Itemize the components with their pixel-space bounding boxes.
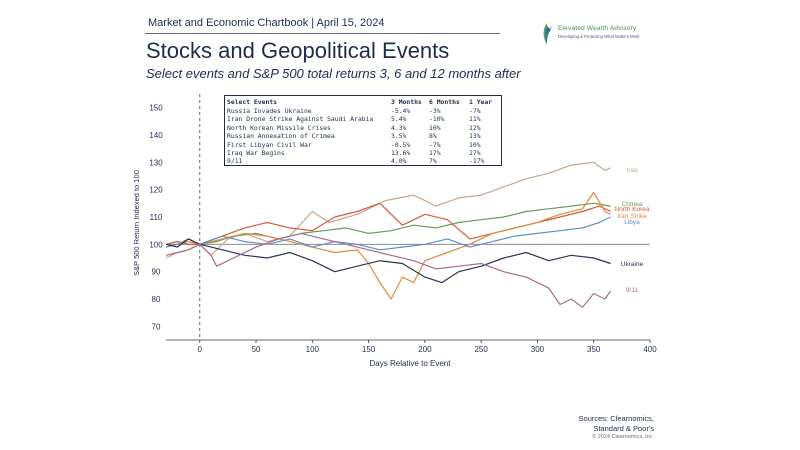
table-cell-3m: 5.4% — [391, 115, 407, 123]
page-subtitle: Select events and S&P 500 total returns … — [146, 66, 521, 81]
table-cell-event: North Korean Missile Crises — [227, 123, 331, 132]
table-cell-3m: 4.3% — [391, 123, 407, 132]
series-end-label: Ukraine — [621, 261, 644, 268]
chartbook-header: Market and Economic Chartbook | April 15… — [148, 17, 385, 29]
series-end-label: Iraq — [626, 167, 638, 174]
chart-axes: 0 50 100 150 200 250 300 350 400 70 80 90 100 110 120 1… — [149, 94, 657, 354]
table-cell-1y: 11% — [469, 115, 481, 123]
logo-mark-icon — [543, 23, 553, 45]
table-cell-event: 9/11 — [227, 157, 243, 165]
table-header-6m: 6 Months — [429, 98, 460, 106]
chart-series — [165, 161, 612, 308]
table-cell-1y: -7% — [469, 106, 481, 115]
x-tick-label: 150 — [362, 345, 376, 354]
table-cell-3m: 13.6% — [391, 149, 411, 157]
sources-line: Sources: Clearnomics, — [578, 414, 654, 423]
table-cell-1y: 12% — [469, 123, 481, 132]
x-tick-label: 350 — [587, 345, 601, 354]
table-cell-3m: 3.5% — [391, 132, 407, 140]
table-cell-event: Russia Invades Ukraine — [227, 106, 312, 115]
table-cell-6m: 10% — [429, 123, 441, 132]
copyright-note: © 2024 Clearnomics, Inc. — [592, 434, 654, 440]
y-tick-label: 80 — [152, 295, 161, 304]
x-tick-label: 50 — [252, 345, 261, 354]
table-header-3m: 3 Months — [391, 98, 422, 106]
x-tick-label: 200 — [418, 345, 432, 354]
x-tick-label: 300 — [531, 345, 545, 354]
series-end-label: Crimea — [622, 201, 643, 208]
series-line-iran-strike — [165, 191, 611, 300]
table-cell-1y: -17% — [469, 157, 485, 165]
table-cell-event: Iraq War Begins — [227, 149, 285, 157]
series-line-iraq — [165, 161, 611, 259]
page-title: Stocks and Geopolitical Events — [146, 38, 450, 63]
y-tick-label: 70 — [152, 322, 161, 331]
table-cell-1y: 27% — [469, 149, 481, 157]
table-cell-3m: -5.4% — [391, 106, 411, 115]
table-cell-6m: 8% — [429, 132, 437, 140]
table-cell-3m: -0.5% — [391, 140, 411, 149]
table-cell-6m: 17% — [429, 149, 441, 157]
series-end-label: Libya — [624, 219, 640, 226]
sources-line: Standard & Poor's — [593, 424, 654, 433]
x-axis-label: Days Relative to Event — [370, 359, 452, 368]
table-cell-event: Iran Drone Strike Against Saudi Arabia — [227, 115, 374, 123]
y-tick-label: 110 — [150, 213, 163, 222]
y-tick-label: 90 — [152, 268, 161, 277]
y-tick-label: 140 — [149, 131, 163, 140]
table-cell-6m: -10% — [429, 115, 445, 123]
table-header-1y: 1 Year — [469, 98, 493, 106]
table-cell-6m: -3% — [429, 106, 441, 115]
series-end-label: Iran Strike — [617, 213, 647, 220]
y-tick-label: 120 — [149, 186, 163, 195]
y-tick-label: 100 — [149, 240, 163, 249]
series-end-label: North Korea — [614, 206, 649, 213]
series-end-label: 9/11 — [626, 287, 639, 294]
x-tick-label: 100 — [306, 345, 320, 354]
y-tick-label: 130 — [149, 158, 163, 167]
table-cell-1y: 13% — [469, 132, 481, 140]
series-line-ukraine — [165, 238, 611, 284]
series-line-9-11 — [165, 232, 612, 308]
x-tick-label: 400 — [643, 345, 657, 354]
y-axis-label: S&P 500 Return Indexed to 100 — [132, 170, 141, 276]
table-header-event: Select Events — [227, 98, 278, 106]
table-cell-1y: 10% — [469, 140, 481, 149]
logo-name: Elevated Wealth Advisory — [558, 25, 637, 32]
header-divider — [145, 33, 500, 34]
x-tick-label: 0 — [198, 345, 203, 354]
logo-tagline: Developing & Protecting What Matters Mos… — [558, 34, 640, 39]
series-line-crimea — [165, 202, 611, 245]
table-cell-6m: 7% — [429, 157, 437, 165]
event-returns-table: Select Events 3 Months 6 Months 1 Year R… — [224, 95, 502, 166]
table-cell-event: Russian Annexation of Crimea — [227, 132, 335, 140]
company-logo: Elevated Wealth Advisory Developing & Pr… — [540, 22, 670, 48]
table-cell-3m: 4.0% — [391, 157, 407, 165]
series-line-libya — [165, 216, 611, 251]
y-tick-label: 150 — [149, 104, 163, 113]
table-cell-event: First Libyan Civil War — [227, 140, 312, 149]
table-cell-6m: -7% — [429, 140, 441, 149]
sources-note: Sources: Clearnomics, Standard & Poor's — [474, 414, 654, 434]
x-tick-label: 250 — [474, 345, 488, 354]
